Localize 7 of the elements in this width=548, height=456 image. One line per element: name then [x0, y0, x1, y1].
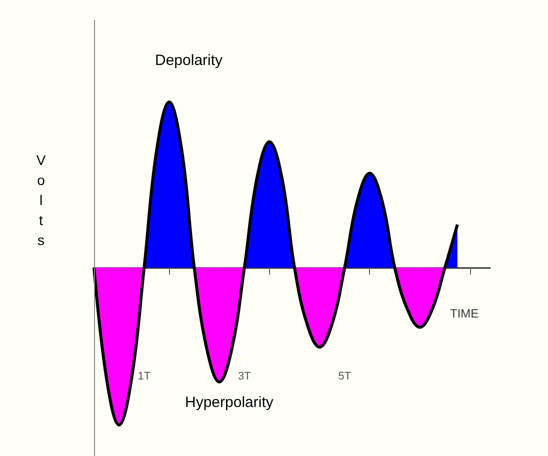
- chart-title: Depolarity: [155, 52, 224, 69]
- x-tick-label: 5T: [338, 370, 352, 382]
- x-tick-label: 1T: [138, 370, 151, 382]
- x-tick-label: 3T: [238, 370, 252, 382]
- y-axis-title: Volts: [35, 151, 47, 250]
- annotation: Hyperpolarity: [185, 394, 274, 411]
- x-axis-title: TIME: [450, 306, 479, 321]
